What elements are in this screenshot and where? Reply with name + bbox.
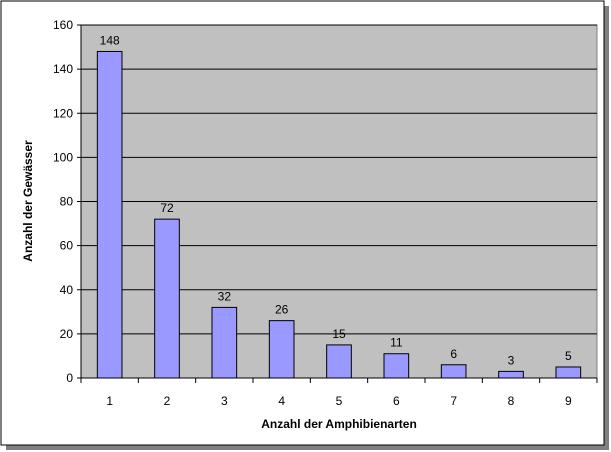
bar [440,364,467,379]
bars [96,50,582,379]
bar [96,50,123,379]
data-label: 148 [100,33,120,47]
bar [555,366,582,379]
x-tick-label: 9 [565,394,572,408]
y-tick-label: 40 [60,283,74,297]
y-tick-label: 20 [60,327,74,341]
x-tick-label: 4 [278,394,285,408]
x-tick-label: 8 [508,394,515,408]
bar [326,344,352,379]
x-ticks: 1 2 3 4 5 6 7 8 9 [80,378,598,408]
y-tick-label: 140 [53,62,73,76]
y-axis-title: Anzahl der Gewässer [21,140,35,262]
bar [498,370,524,379]
x-tick-label: 6 [393,394,400,408]
data-label: 5 [565,349,572,363]
data-label: 15 [332,327,346,341]
data-label: 72 [160,201,174,215]
data-label: 26 [275,303,289,317]
x-tick-label: 5 [336,394,343,408]
data-labels: 148 72 32 26 15 11 6 3 5 [100,33,572,367]
y-tick-label: 120 [53,106,73,120]
data-label: 32 [218,289,232,303]
y-tick-label: 160 [53,18,73,32]
y-tick-label: 80 [60,195,74,209]
bar [154,218,180,379]
x-tick-label: 2 [164,394,171,408]
data-label: 6 [450,347,457,361]
y-tick-label: 0 [66,371,73,385]
data-label: 3 [508,353,515,367]
x-tick-label: 7 [450,394,457,408]
bar [211,306,238,379]
y-ticks: 0 20 40 60 80 100 120 140 160 [53,18,81,385]
bar [383,353,410,379]
x-tick-label: 1 [106,394,113,408]
x-tick-label: 3 [221,394,228,408]
bar [268,320,295,379]
x-axis-title: Anzahl der Amphibienarten [261,417,417,431]
data-label: 11 [390,336,403,350]
y-tick-label: 60 [60,239,74,253]
y-tick-label: 100 [53,150,73,164]
